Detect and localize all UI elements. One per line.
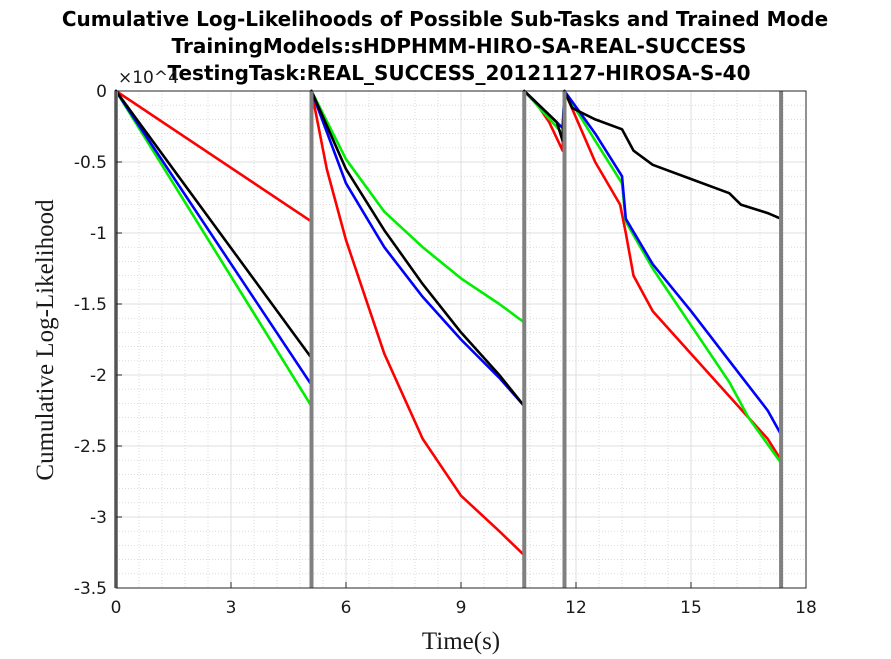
x-tick-labels: 0 3 6 9 12 15 18	[111, 582, 817, 618]
x-tick-label: 9	[456, 598, 467, 618]
y-axis-label: Cumulative Log-Likelihood	[32, 199, 59, 481]
x-tick-label: 0	[111, 598, 122, 618]
y-tick-label: -3	[90, 508, 107, 528]
y-tick-label: -2	[90, 366, 107, 386]
y-tick-label: 0	[96, 82, 107, 102]
x-tick-label: 6	[341, 598, 352, 618]
x-tick-label: 3	[226, 598, 237, 618]
x-tick-label: 15	[680, 598, 702, 618]
y-tick-label: -1.5	[74, 295, 107, 315]
chart-title-line-3: TestingTask:REAL_SUCCESS_20121127-HIROSA…	[168, 61, 751, 85]
y-exponent-label: ×10^4	[118, 68, 179, 88]
y-tick-labels: 0 -0.5 -1 -1.5 -2 -2.5 -3 -3.5	[74, 82, 122, 599]
y-tick-label: -0.5	[74, 153, 107, 173]
y-tick-label: -3.5	[74, 579, 107, 599]
chart-title-line-1: Cumulative Log-Likelihoods of Possible S…	[62, 7, 828, 31]
series-line-4	[114, 89, 783, 408]
series-line-2	[114, 89, 783, 465]
x-tick-label: 12	[565, 598, 587, 618]
x-tick-label: 18	[795, 598, 817, 618]
y-tick-label: -2.5	[74, 437, 107, 457]
series-line-3	[114, 89, 783, 436]
chart-title-line-2: TrainingModels:sHDPHMM-HIRO-SA-REAL-SUCC…	[172, 34, 747, 58]
plot-area	[114, 89, 807, 589]
y-tick-label: -1	[90, 224, 107, 244]
series-line-1	[114, 89, 783, 557]
x-axis-label: Time(s)	[422, 628, 500, 655]
